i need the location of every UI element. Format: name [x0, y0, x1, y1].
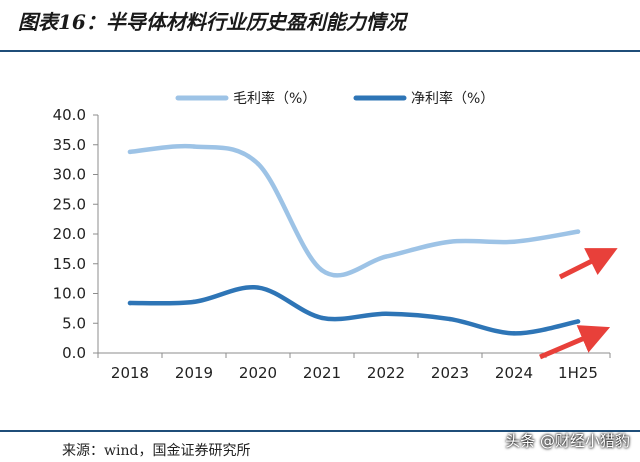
trend-arrow-gross — [558, 248, 618, 280]
y-tick-label: 10.0 — [53, 285, 86, 303]
x-tick-label: 2022 — [367, 364, 405, 382]
series-0-point — [191, 144, 197, 149]
y-tick-label: 0.0 — [62, 344, 86, 362]
series-1-point — [575, 319, 581, 324]
annotation-layer — [539, 248, 618, 360]
series-0-point — [575, 229, 581, 234]
y-tick-label: 40.0 — [53, 106, 86, 124]
series-0-point — [255, 161, 261, 166]
series-1-point — [255, 285, 261, 290]
x-axis: 2018 2019 2020 2021 2022 2023 2024 1H25 — [97, 352, 611, 382]
series-0-point — [383, 254, 389, 259]
series-0-point — [319, 268, 325, 273]
x-tick-label: 2023 — [431, 364, 469, 382]
series-0-point — [511, 239, 517, 244]
x-tick-label: 2021 — [303, 364, 341, 382]
series-1-point — [511, 331, 517, 336]
title-divider — [0, 50, 640, 52]
x-tick-label: 2020 — [239, 364, 277, 382]
series-line-0 — [127, 143, 581, 278]
series-0-point — [127, 149, 133, 155]
footer-divider — [0, 430, 640, 432]
x-tick-label: 2024 — [495, 364, 533, 382]
series-0-point — [447, 239, 453, 244]
x-tick-label: 1H25 — [558, 364, 598, 382]
chart-title: 图表16：半导体材料行业历史盈利能力情况 — [18, 10, 406, 34]
watermark: 头条 @财经小猎豹 — [505, 432, 630, 450]
y-tick-label: 15.0 — [53, 255, 86, 273]
series-1-point — [383, 311, 389, 316]
legend-label-0: 毛利率（%） — [233, 90, 316, 107]
x-tick-label: 2018 — [111, 364, 149, 382]
x-tick-label: 2019 — [175, 364, 213, 382]
series-1-point — [191, 299, 197, 305]
legend-label-1: 净利率（%） — [411, 90, 494, 107]
y-tick-label: 20.0 — [53, 225, 86, 243]
y-tick-label: 25.0 — [53, 195, 86, 213]
series-layer — [127, 143, 581, 336]
series-line-1 — [127, 285, 581, 336]
y-tick-label: 5.0 — [62, 314, 86, 332]
y-tick-label: 30.0 — [53, 166, 86, 184]
series-1-point — [447, 316, 453, 322]
y-tick-label: 35.0 — [53, 136, 86, 154]
line-chart: 毛利率（%） 净利率（%） 0.0 5.0 10.0 15.0 20.0 25.0 30.0 3… — [53, 90, 618, 382]
y-axis: 0.0 5.0 10.0 15.0 20.0 25.0 30.0 35.0 40.0 — [53, 106, 99, 362]
source-note: 来源：wind，国金证券研究所 — [62, 443, 251, 459]
legend: 毛利率（%） 净利率（%） — [175, 90, 494, 107]
series-1-point — [127, 300, 133, 306]
trend-arrow-net — [539, 325, 611, 360]
series-1-point — [319, 315, 325, 321]
